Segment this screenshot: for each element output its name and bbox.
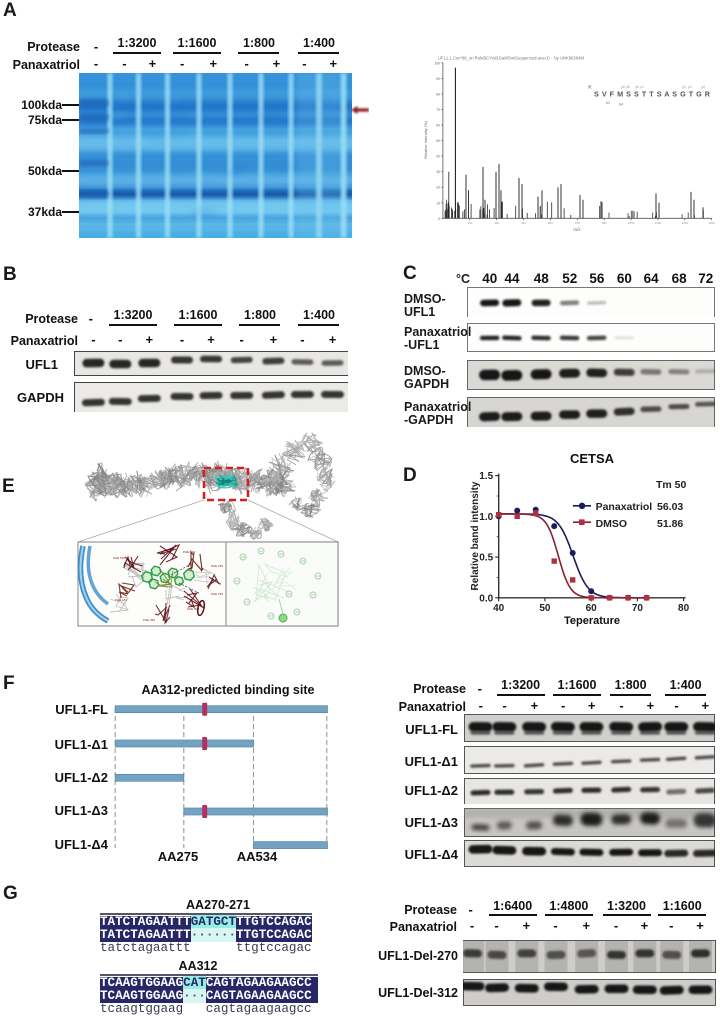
svg-text:150: 150 [467, 221, 472, 225]
svg-text:50: 50 [436, 139, 440, 143]
svg-text:10: 10 [436, 201, 440, 205]
svg-text:70: 70 [436, 108, 440, 112]
svg-text:y5: y5 [621, 85, 625, 89]
svg-text:Relative band intensity: Relative band intensity [470, 481, 481, 590]
svg-text:A93: A93 [295, 611, 300, 614]
svg-text:30: 30 [436, 170, 440, 174]
svg-text:y2: y2 [688, 85, 692, 89]
svg-text:y4: y4 [701, 85, 705, 89]
svg-text:450: 450 [521, 221, 526, 225]
svg-text:80: 80 [678, 603, 690, 614]
svg-text:1.5: 1.5 [479, 471, 493, 482]
svg-text:S V F M S S T T S A S G T G R: S V F M S S T T S A S G T G R [594, 90, 711, 99]
svg-text:UFL1.1.Cov*66_on RuleBCYxd1Ga: UFL1.1.Cov*66_on RuleBCYxd1GaMSmtSequenc… [438, 56, 584, 61]
svg-text:A39: A39 [301, 560, 306, 563]
svg-text:PHE 515: PHE 515 [113, 556, 125, 560]
svg-text:A77: A77 [245, 601, 250, 604]
svg-text:PHE 236: PHE 236 [211, 564, 223, 568]
svg-text:A45: A45 [316, 575, 321, 578]
svg-text:50: 50 [539, 603, 551, 614]
svg-text:A83: A83 [241, 556, 246, 559]
svg-text:20: 20 [436, 186, 440, 190]
svg-text:⇱: ⇱ [588, 85, 592, 91]
svg-text:1350: 1350 [681, 221, 688, 225]
svg-text:PHE 155: PHE 155 [211, 592, 223, 596]
svg-text:y6: y6 [626, 85, 630, 89]
svg-text:y2: y2 [682, 85, 686, 89]
svg-text:80: 80 [436, 93, 440, 97]
svg-text:Relative Intensity (%): Relative Intensity (%) [423, 120, 428, 158]
svg-text:1500: 1500 [708, 221, 715, 225]
svg-text:1.0: 1.0 [479, 512, 493, 523]
svg-text:70: 70 [632, 603, 644, 614]
svg-text:A93: A93 [287, 593, 292, 596]
svg-text:m/z: m/z [573, 227, 581, 232]
svg-text:0.0: 0.0 [479, 593, 493, 604]
svg-text:PHE 181: PHE 181 [115, 598, 127, 602]
svg-text:1050: 1050 [628, 221, 635, 225]
svg-text:300: 300 [494, 221, 499, 225]
svg-text:PHE 503: PHE 503 [187, 607, 199, 611]
svg-text:900: 900 [602, 221, 607, 225]
svg-text:b2: b2 [606, 101, 610, 105]
svg-text:0: 0 [438, 217, 440, 221]
svg-text:90: 90 [436, 77, 440, 81]
svg-text:600: 600 [548, 221, 553, 225]
svg-text:y2: y2 [640, 85, 644, 89]
svg-text:60: 60 [586, 603, 598, 614]
svg-text:PHE 459: PHE 459 [143, 618, 155, 622]
svg-text:0.5: 0.5 [479, 553, 493, 564]
svg-text:1200: 1200 [655, 221, 662, 225]
svg-text:A71: A71 [311, 594, 316, 597]
svg-text:A31: A31 [259, 550, 264, 553]
svg-text:y6: y6 [635, 85, 639, 89]
svg-text:PHE 227: PHE 227 [183, 550, 195, 554]
svg-text:A78: A78 [269, 615, 274, 618]
svg-text:A90: A90 [279, 553, 284, 556]
svg-text:750: 750 [575, 221, 580, 225]
svg-text:A33: A33 [235, 580, 240, 583]
svg-text:40: 40 [493, 603, 505, 614]
svg-text:60: 60 [436, 124, 440, 128]
svg-text:100: 100 [434, 61, 440, 65]
svg-text:40: 40 [436, 155, 440, 159]
svg-text:b4: b4 [619, 103, 623, 107]
